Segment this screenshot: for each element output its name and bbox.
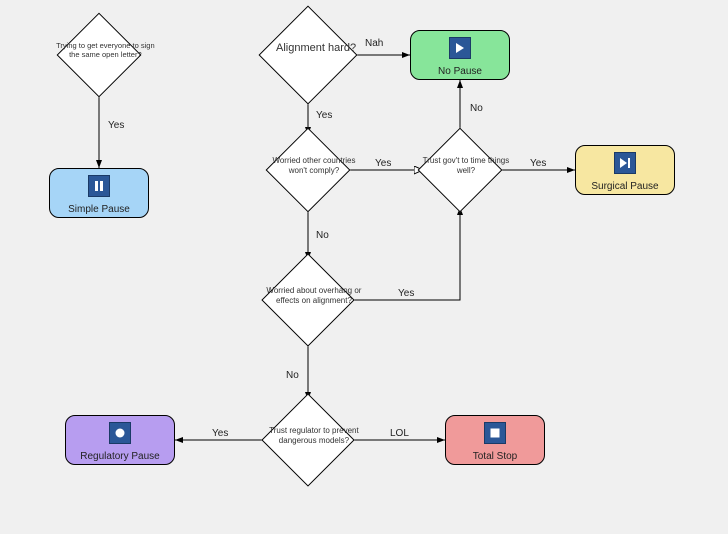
edge-label: Yes	[398, 288, 414, 299]
record-icon	[109, 422, 131, 444]
edge-label: Yes	[212, 428, 228, 439]
edge-label: Yes	[108, 120, 124, 131]
decision-text: Trust regulator to prevent dangerous mod…	[264, 426, 364, 445]
decision-d_regulator: Trust regulator to prevent dangerous mod…	[261, 393, 354, 486]
edge-label: Yes	[316, 110, 332, 121]
outcome-label: Regulatory Pause	[66, 451, 174, 462]
pause-icon	[88, 175, 110, 197]
outcome-label: Total Stop	[446, 451, 544, 462]
decision-text: Trust gov't to time things well?	[416, 156, 516, 175]
decision-d_overhang: Worried about overhang or effects on ali…	[261, 253, 354, 346]
outcome-label: Surgical Pause	[576, 181, 674, 192]
edge-label: Yes	[530, 158, 546, 169]
outcome-label: Simple Pause	[50, 204, 148, 215]
outcome-o_total: Total Stop	[445, 415, 545, 465]
decision-d_trustgov: Trust gov't to time things well?	[418, 128, 503, 213]
edge-d_overhang-d_trustgov	[350, 207, 460, 300]
decision-d_align: Alignment hard?	[259, 6, 358, 105]
outcome-o_simple: Simple Pause	[49, 168, 149, 218]
decision-text: Worried about overhang or effects on ali…	[264, 286, 364, 305]
play-icon	[449, 37, 471, 59]
edge-label: Nah	[365, 38, 383, 49]
skip-icon	[614, 152, 636, 174]
outcome-o_nopause: No Pause	[410, 30, 510, 80]
decision-text: Worried other countries won't comply?	[264, 156, 364, 175]
edge-label: LOL	[390, 428, 409, 439]
edge-label: No	[316, 230, 329, 241]
stop-icon	[484, 422, 506, 444]
outcome-label: No Pause	[411, 66, 509, 77]
edge-label: No	[470, 103, 483, 114]
decision-text: Alignment hard?	[266, 42, 366, 55]
decision-text: Trying to get everyone to sign the same …	[55, 41, 155, 59]
outcome-o_regulatory: Regulatory Pause	[65, 415, 175, 465]
decision-d_countries: Worried other countries won't comply?	[266, 128, 351, 213]
edge-label: No	[286, 370, 299, 381]
outcome-o_surgical: Surgical Pause	[575, 145, 675, 195]
decision-d_letter: Trying to get everyone to sign the same …	[57, 13, 142, 98]
edge-label: Yes	[375, 158, 391, 169]
